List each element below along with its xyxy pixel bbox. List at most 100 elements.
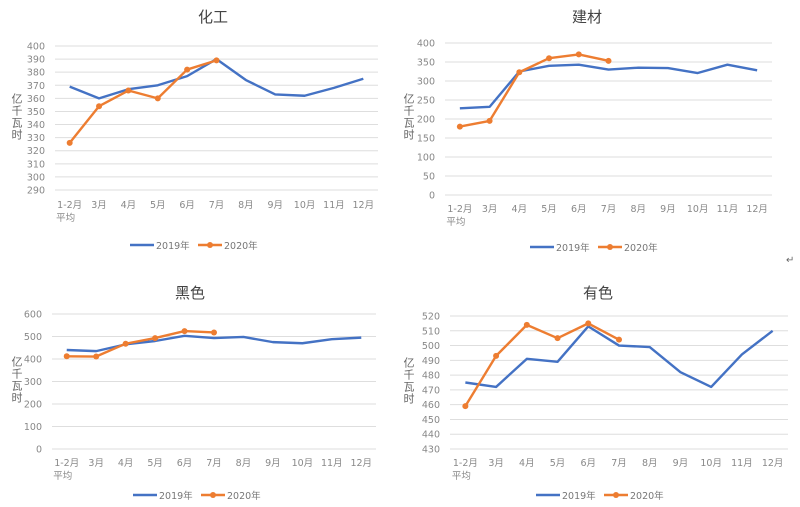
x-tick-label: 9月 xyxy=(265,458,281,469)
y-tick-label: 0 xyxy=(429,191,435,202)
y-tick-label: 460 xyxy=(422,400,440,411)
data-point xyxy=(523,321,530,328)
x-tick-label: 8月 xyxy=(236,458,252,469)
chart-title: 建材 xyxy=(572,8,602,26)
y-tick-label: 480 xyxy=(422,371,440,382)
x-tick-label: 9月 xyxy=(267,200,283,211)
data-point xyxy=(152,335,159,342)
y-tick-label: 450 xyxy=(422,415,440,426)
series-line-2019年 xyxy=(465,325,774,389)
y-tick-label: 300 xyxy=(417,77,435,88)
legend-marker xyxy=(607,244,613,250)
x-tick-label: 1-2月 xyxy=(54,458,79,469)
data-point xyxy=(181,328,188,335)
x-tick-label: 6月 xyxy=(580,458,596,469)
x-tick-label: 4月 xyxy=(121,200,137,211)
data-point xyxy=(122,340,129,347)
x-tick-label: 6月 xyxy=(177,458,193,469)
y-tick-label: 400 xyxy=(417,39,435,50)
y-tick-label: 200 xyxy=(417,115,435,126)
y-tick-label: 520 xyxy=(422,312,440,323)
y-tick-label: 290 xyxy=(27,186,45,197)
data-point xyxy=(486,117,493,124)
y-tick-label: 380 xyxy=(27,68,45,79)
chart-title: 有色 xyxy=(583,284,613,302)
x-tick-label: 4月 xyxy=(519,458,535,469)
x-tick-label: 9月 xyxy=(660,204,676,215)
data-point xyxy=(554,335,561,342)
x-tick-label: 1-2月 xyxy=(447,204,472,215)
x-tick-label: 11月 xyxy=(717,204,739,215)
x-tick-label: 平均 xyxy=(446,216,465,228)
data-point xyxy=(575,51,582,58)
y-tick-label: 350 xyxy=(417,58,435,69)
x-tick-label: 10月 xyxy=(700,458,722,469)
x-tick-label: 12月 xyxy=(350,458,372,469)
y-tick-label: 390 xyxy=(27,55,45,66)
x-tick-label: 8月 xyxy=(238,200,254,211)
data-point xyxy=(462,403,469,410)
x-tick-label: 平均 xyxy=(53,470,72,482)
data-point xyxy=(516,69,523,76)
data-point xyxy=(456,123,463,130)
x-tick-label: 11月 xyxy=(321,458,343,469)
y-tick-label: 150 xyxy=(417,134,435,145)
legend-label: 2019年 xyxy=(156,240,190,252)
x-tick-label: 3月 xyxy=(88,458,104,469)
data-point xyxy=(213,57,220,64)
x-tick-label: 12月 xyxy=(353,200,375,211)
x-tick-label: 7月 xyxy=(209,200,225,211)
x-tick-label: 10月 xyxy=(294,200,316,211)
x-tick-label: 1-2月 xyxy=(57,200,82,211)
y-axis-label: 亿千瓦时 xyxy=(10,93,23,141)
legend-label: 2020年 xyxy=(227,490,261,502)
series-line-2020年 xyxy=(459,53,609,128)
data-point xyxy=(154,95,161,102)
y-tick-label: 510 xyxy=(422,326,440,337)
y-axis-label: 亿千瓦时 xyxy=(10,356,23,404)
x-tick-label: 3月 xyxy=(482,204,498,215)
y-tick-label: 310 xyxy=(27,159,45,170)
y-tick-label: 100 xyxy=(24,422,42,433)
x-tick-label: 10月 xyxy=(292,458,314,469)
data-point xyxy=(211,329,217,336)
data-point xyxy=(585,320,592,327)
data-point xyxy=(546,55,553,62)
y-tick-label: 200 xyxy=(24,400,42,411)
x-tick-label: 平均 xyxy=(56,212,75,224)
data-point xyxy=(616,336,622,343)
x-tick-label: 7月 xyxy=(206,458,222,469)
legend-marker xyxy=(207,242,213,248)
x-tick-label: 平均 xyxy=(452,470,471,482)
y-tick-label: 360 xyxy=(27,94,45,105)
legend-label: 2019年 xyxy=(562,490,596,502)
y-tick-label: 300 xyxy=(24,377,42,388)
x-tick-label: 7月 xyxy=(601,204,617,215)
y-axis-label: 亿千瓦时 xyxy=(402,93,415,141)
x-tick-label: 6月 xyxy=(179,200,195,211)
x-tick-label: 9月 xyxy=(673,458,689,469)
y-tick-label: 400 xyxy=(24,355,42,366)
legend-marker xyxy=(210,492,216,498)
x-tick-label: 5月 xyxy=(550,458,566,469)
y-tick-label: 100 xyxy=(417,153,435,164)
x-tick-label: 12月 xyxy=(762,458,784,469)
x-tick-label: 6月 xyxy=(571,204,587,215)
y-tick-label: 470 xyxy=(422,385,440,396)
y-tick-label: 320 xyxy=(27,146,45,157)
y-tick-label: 50 xyxy=(423,172,435,183)
x-tick-label: 10月 xyxy=(687,204,709,215)
x-tick-label: 3月 xyxy=(91,200,107,211)
y-tick-label: 340 xyxy=(27,120,45,131)
data-point xyxy=(63,353,70,360)
data-point xyxy=(66,139,73,146)
x-tick-label: 3月 xyxy=(488,458,504,469)
y-tick-label: 500 xyxy=(422,341,440,352)
x-tick-label: 1-2月 xyxy=(453,458,478,469)
y-axis-label: 亿千瓦时 xyxy=(402,357,415,405)
y-tick-label: 600 xyxy=(24,310,42,321)
